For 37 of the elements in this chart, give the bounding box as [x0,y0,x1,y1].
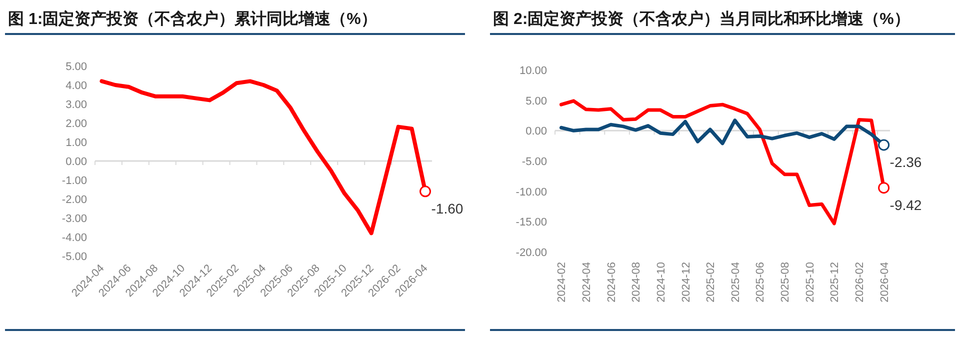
x-tick-label: 2024-04 [581,262,594,302]
y-tick-label: -15.00 [516,216,547,229]
x-tick-label: 2024-10 [655,262,668,302]
x-tick-label: 2026-04 [878,262,891,302]
data-label: -1.60 [431,200,464,216]
y-tick-label: -10.00 [516,186,547,198]
y-tick-label: 5.00 [526,95,547,108]
y-tick-label: -1.00 [62,175,87,187]
chart-title: 图 2:固定资产投资（不含农户）当月同比和环比增速（%） [493,10,910,28]
y-tick-label: 0.00 [526,126,547,138]
x-tick-label: 2024-08 [630,262,643,302]
chart-title: 图 1:固定资产投资（不含农户）累计同比增速（%） [8,10,377,28]
y-tick-label: -5.00 [522,156,547,168]
x-tick-label: 2025-08 [780,262,792,302]
x-tick-label: 2026-02 [854,262,866,302]
x-tick-label: 2024-02 [556,262,568,302]
y-tick-label: 4.00 [66,80,87,92]
y-tick-label: -2.00 [62,194,87,206]
y-tick-label: -4.00 [62,232,87,244]
y-tick-label: 10.00 [519,65,547,77]
y-tick-label: -5.00 [62,251,87,263]
y-tick-label: 5.00 [66,61,87,73]
x-tick-label: 2025-04 [730,262,742,302]
data-label: -9.42 [890,196,922,213]
x-tick-label: 2025-10 [804,262,816,302]
y-tick-label: 2.00 [66,118,87,130]
y-tick-label: -20.00 [516,247,547,259]
x-tick-label: 2024-12 [680,262,692,302]
x-tick-label: 2025-02 [705,262,718,302]
x-tick-label: 2025-06 [754,262,767,302]
y-tick-label: 3.00 [66,99,87,111]
y-tick-label: 0.00 [66,156,87,168]
x-tick-label: 2025-12 [829,262,842,302]
y-tick-label: 1.00 [66,137,87,149]
data-label: -2.36 [890,154,922,170]
x-tick-label: 2024-06 [606,262,618,302]
y-tick-label: -3.00 [62,213,87,225]
